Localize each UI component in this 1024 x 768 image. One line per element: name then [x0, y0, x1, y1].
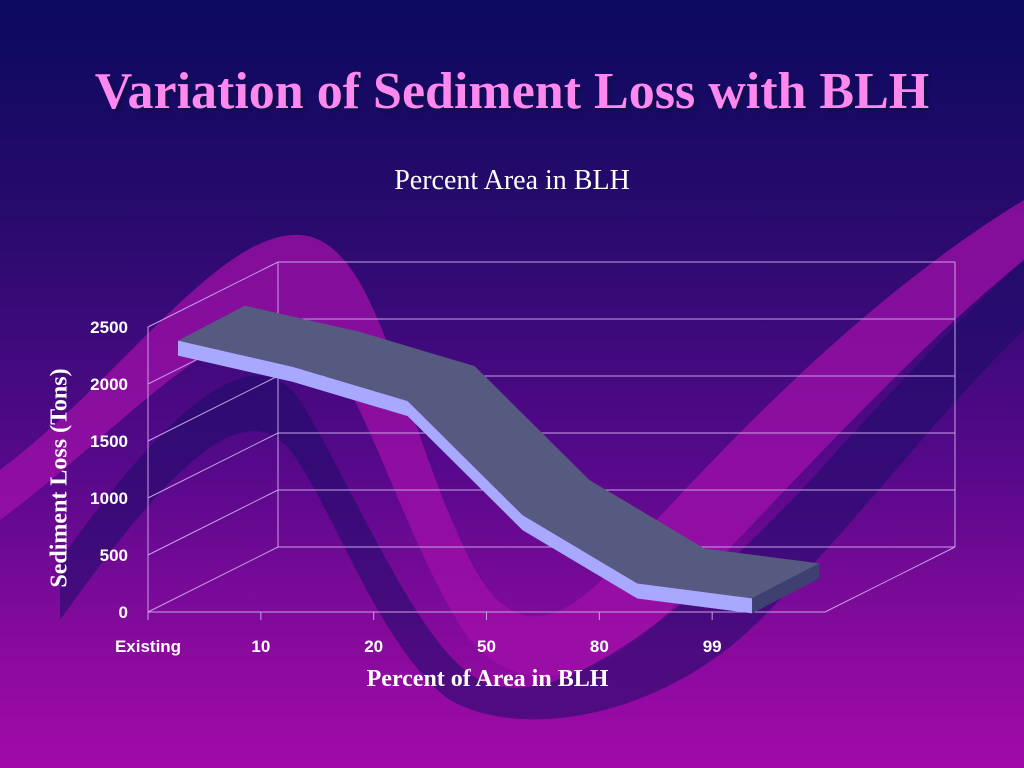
y-tick-label: 2500	[90, 318, 128, 337]
x-tick-label: 10	[251, 637, 270, 656]
side-gridline	[147, 489, 279, 556]
side-gridline	[147, 375, 279, 442]
ribbon-top-surface	[178, 305, 820, 599]
x-tick-label: 99	[703, 637, 722, 656]
x-tick-label: 80	[590, 637, 609, 656]
x-tick-label: Existing	[115, 637, 181, 656]
y-tick-label: 500	[100, 546, 128, 565]
slide-title: Variation of Sediment Loss with BLH	[94, 63, 930, 120]
ribbon-front-face	[178, 340, 753, 614]
side-gridline	[147, 261, 279, 328]
x-tick-label: 20	[364, 637, 383, 656]
side-gridline	[147, 432, 279, 499]
chart-title: Percent Area in BLH	[394, 165, 630, 196]
floor-edge	[824, 546, 956, 613]
ribbon-end-cap	[752, 563, 820, 614]
x-axis-title: Percent of Area in BLH	[366, 666, 609, 692]
x-tick-label: 50	[477, 637, 496, 656]
y-tick-label: 1000	[90, 489, 128, 508]
y-tick-label: 2000	[90, 375, 128, 394]
side-gridline	[147, 546, 279, 613]
y-tick-label: 0	[119, 603, 128, 622]
y-tick-label: 1500	[90, 432, 128, 451]
